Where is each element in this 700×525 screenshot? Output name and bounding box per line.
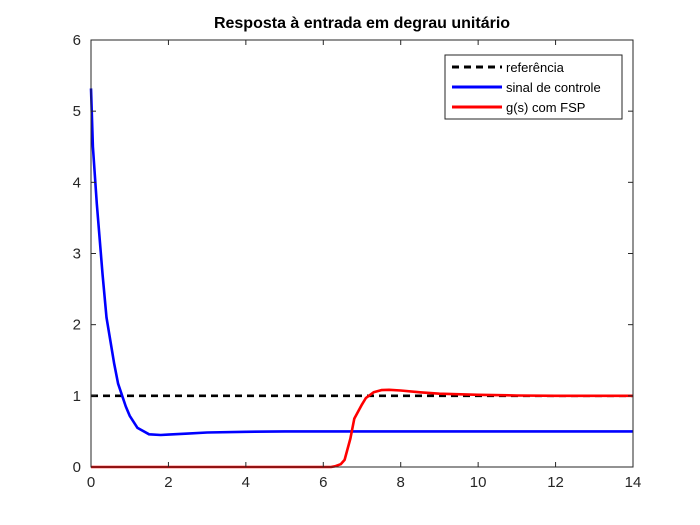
x-tick-label: 12 [547,474,564,491]
legend-label-sinal-de-controle: sinal de controle [506,80,601,95]
legend-label-gs-com-fsp: g(s) com FSP [506,100,585,115]
y-tick-label: 5 [73,103,81,120]
y-tick-label: 4 [73,174,81,191]
y-tick-label: 1 [73,388,81,405]
x-tick-label: 8 [397,474,405,491]
chart-title: Resposta à entrada em degrau unitário [214,15,510,32]
y-tick-label: 2 [73,317,81,334]
legend-label-referencia: referência [506,60,565,75]
y-tick-label: 6 [73,32,81,49]
x-tick-label: 0 [87,474,95,491]
x-tick-label: 4 [242,474,250,491]
x-tick-label: 2 [164,474,172,491]
x-tick-label: 10 [470,474,487,491]
y-tick-label: 0 [73,459,81,476]
x-tick-label: 14 [625,474,642,491]
x-tick-label: 6 [319,474,327,491]
y-tick-label: 3 [73,246,81,263]
series-line-1 [89,88,633,437]
series-line-2 [91,388,633,469]
series-layer [89,88,633,469]
legend: referência sinal de controle g(s) com FS… [444,54,623,120]
